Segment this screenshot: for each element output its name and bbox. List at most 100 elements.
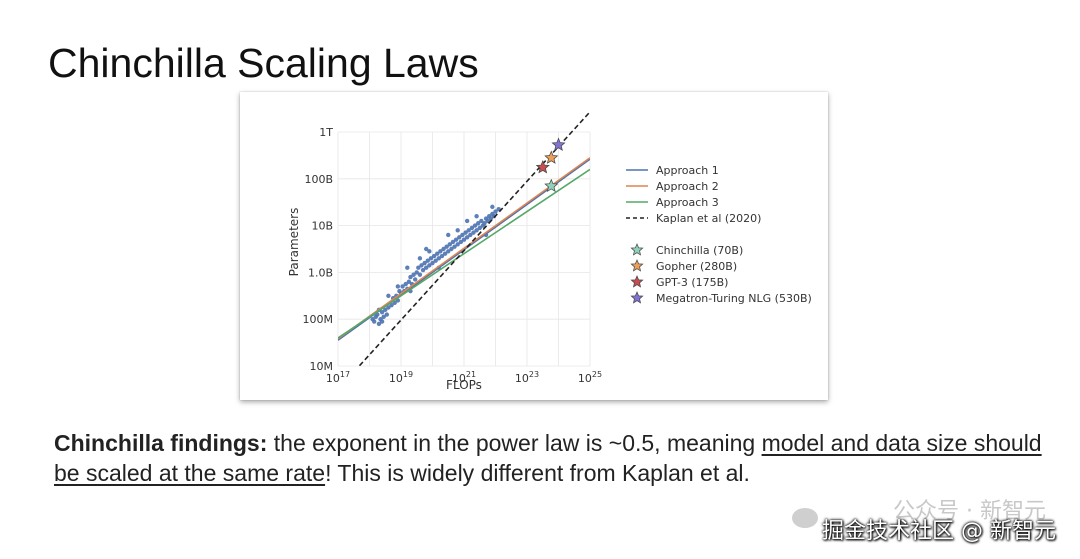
- scatter-point: [424, 246, 429, 252]
- scatter-point: [430, 260, 435, 266]
- scatter-point: [400, 284, 405, 289]
- scatter-point: [461, 237, 467, 242]
- legend-star-label: GPT-3 (175B): [656, 276, 728, 289]
- scatter-point: [419, 263, 424, 268]
- y-axis-label: Parameters: [287, 208, 301, 277]
- findings-underlined-link: model and data size should be scaled at …: [54, 430, 1042, 486]
- legend-line-label: Approach 1: [656, 164, 719, 177]
- scatter-point: [403, 281, 408, 287]
- y-tick-label: 100M: [303, 313, 334, 326]
- legend-line-label: Approach 2: [656, 180, 719, 193]
- findings-lead: Chinchilla findings:: [54, 430, 268, 456]
- scatter-point: [469, 225, 475, 231]
- x-axis-label: FLOPs: [446, 378, 482, 392]
- x-tick-label: 1021: [452, 370, 476, 385]
- legend-star-label: Gopher (280B): [656, 260, 737, 273]
- legend: Approach 1 Approach 2 Approach 3 Kaplan et …: [626, 164, 812, 305]
- scatter-point: [463, 230, 468, 235]
- legend-line-label: Kaplan et al (2020): [656, 212, 761, 225]
- axes: FLOPs Parameters 1017 1019 1021 1023 1025 10M…: [287, 126, 602, 392]
- legend-star-label: Megatron-Turing NLG (530B): [656, 292, 812, 305]
- scatter-point: [406, 279, 412, 284]
- plot-area: [338, 112, 590, 366]
- scatter-point: [488, 216, 493, 221]
- scatter-point: [420, 267, 426, 273]
- scatter-point: [412, 277, 418, 282]
- findings-body: the exponent in the power law is ~0.5, m…: [267, 430, 762, 456]
- scatter-point: [455, 242, 460, 247]
- scatter-point: [417, 272, 423, 277]
- scatter-point: [460, 232, 465, 238]
- scatter-point: [485, 218, 490, 224]
- findings-text: Chinchilla findings: the exponent in the…: [54, 428, 1054, 488]
- scatter-point: [453, 237, 459, 242]
- scatter-series: [370, 204, 501, 327]
- scatter-point: [424, 265, 429, 270]
- scatter-point: [384, 312, 390, 317]
- scatter-point: [458, 239, 464, 245]
- scatter-point: [411, 272, 416, 277]
- scatter-point: [475, 221, 481, 226]
- scatter-point: [471, 230, 476, 235]
- scatter-point: [474, 228, 479, 233]
- y-tick-label: 100B: [304, 173, 333, 186]
- x-tick-label: 1025: [578, 370, 602, 385]
- scatter-point: [472, 223, 478, 228]
- model-star: [551, 137, 566, 151]
- scatter-point: [482, 221, 487, 226]
- y-tick-label: 1T: [319, 126, 333, 139]
- scatter-point: [446, 249, 451, 254]
- scatter-point: [386, 293, 391, 298]
- legend-star-swatch: [630, 243, 644, 256]
- scatter-point: [477, 225, 482, 231]
- scatter-point: [442, 251, 448, 256]
- watermark: 掘金技术社区 @ 新智元: [822, 519, 1056, 544]
- legend-line-label: Approach 3: [656, 196, 719, 209]
- scatter-point: [457, 235, 462, 240]
- model-star: [544, 150, 559, 164]
- scatter-point: [464, 235, 470, 240]
- scaling-law-chart: FLOPs Parameters 1017 1019 1021 1023 1025 10M…: [287, 112, 812, 392]
- scatter-point: [422, 260, 427, 266]
- scatter-point: [383, 307, 388, 313]
- scatter-point: [436, 256, 441, 261]
- fit-line: [338, 168, 590, 339]
- scatter-point: [479, 218, 484, 224]
- scatter-point: [444, 244, 449, 249]
- scatter-point: [427, 263, 432, 268]
- model-stars: [535, 137, 566, 193]
- scatter-point: [427, 249, 432, 254]
- scatter-point: [438, 249, 443, 254]
- slide-title: Chinchilla Scaling Laws: [48, 40, 479, 86]
- model-star: [544, 178, 559, 193]
- scatter-point: [428, 256, 434, 261]
- scatter-point: [452, 244, 457, 249]
- scatter-point: [425, 258, 430, 263]
- model-star: [535, 159, 550, 174]
- x-tick-label: 1019: [389, 370, 413, 385]
- scatter-point: [446, 232, 451, 238]
- scatter-point: [441, 246, 446, 252]
- scatter-point: [392, 300, 397, 306]
- chart-figure: FLOPs Parameters 1017 1019 1021 1023 1025 10M…: [240, 92, 828, 400]
- scatter-point: [416, 265, 421, 270]
- scatter-point: [435, 251, 440, 256]
- scatter-point: [439, 253, 445, 259]
- legend-star-swatch: [630, 291, 644, 304]
- scatter-point: [386, 305, 391, 310]
- watermark-faint: 公众号 · 新智元: [893, 499, 1046, 524]
- scatter-point: [449, 246, 454, 252]
- scatter-point: [466, 228, 471, 233]
- scatter-point: [372, 319, 377, 324]
- scatter-point: [474, 214, 479, 219]
- scatter-point: [468, 232, 473, 238]
- scatter-point: [431, 253, 437, 259]
- y-tick-label: 1.0B: [308, 266, 333, 279]
- wechat-icon: [792, 508, 818, 528]
- legend-star-label: Chinchilla (70B): [656, 244, 743, 257]
- scatter-point: [493, 209, 498, 214]
- scatter-point: [376, 321, 382, 327]
- legend-star-swatch: [630, 259, 644, 272]
- scatter-point: [450, 239, 456, 245]
- scatter-point: [381, 314, 386, 320]
